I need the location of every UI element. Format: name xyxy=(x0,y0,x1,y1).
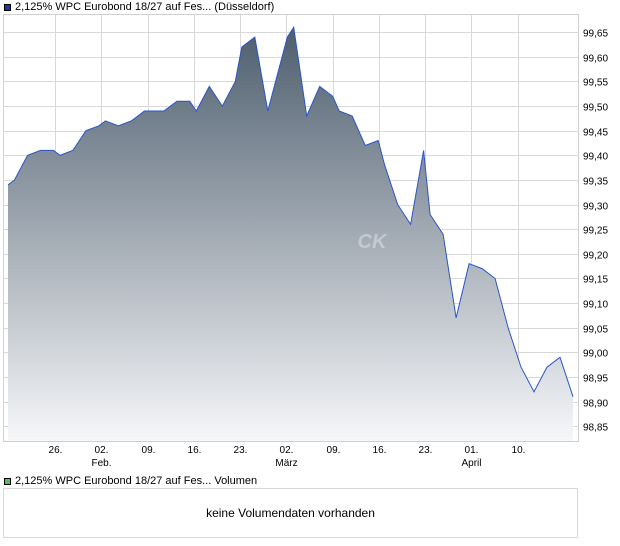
y-tick-label: 98,90 xyxy=(583,399,608,410)
y-tick-label: 99,40 xyxy=(583,152,608,163)
y-tick-label: 99,45 xyxy=(583,128,608,139)
y-tick-label: 98,95 xyxy=(583,374,608,385)
y-tick-label: 99,05 xyxy=(583,325,608,336)
y-tick-label: 99,10 xyxy=(583,300,608,311)
x-tick-label: 23. xyxy=(419,445,433,456)
y-tick-label: 99,35 xyxy=(583,177,608,188)
price-legend-label: 2,125% WPC Eurobond 18/27 auf Fes... (Dü… xyxy=(15,1,275,13)
price-area xyxy=(8,27,573,442)
y-tick-label: 99,60 xyxy=(583,54,608,65)
y-axis: 99,65 99,60 99,55 99,50 99,45 99,40 99,35 99,30… xyxy=(583,29,608,434)
x-tick-label: 23. xyxy=(234,445,248,456)
x-tick-label: 09. xyxy=(327,445,341,456)
x-tick-label: 09. xyxy=(142,445,156,456)
watermark-text: CK xyxy=(358,231,388,253)
x-tick-label: 02. xyxy=(280,445,294,456)
x-month-label: März xyxy=(275,458,297,469)
y-tick-label: 99,50 xyxy=(583,103,608,114)
y-tick-label: 99,25 xyxy=(583,226,608,237)
price-legend: 2,125% WPC Eurobond 18/27 auf Fes... (Dü… xyxy=(4,0,274,14)
price-chart: CK 99,6599,6099,5599,5099,4599,4099,3599… xyxy=(3,14,608,469)
plot-frame xyxy=(3,14,579,442)
price-legend-swatch xyxy=(4,3,11,11)
x-tick-label: 16. xyxy=(188,445,202,456)
volume-legend-swatch xyxy=(4,477,11,485)
y-tick-label: 99,55 xyxy=(583,78,608,89)
x-tick-label: 10. xyxy=(512,445,526,456)
price-line xyxy=(7,25,574,397)
x-tick-label: 16. xyxy=(373,445,387,456)
y-tick-label: 99,00 xyxy=(583,349,608,360)
x-tick-label: 01. xyxy=(465,445,479,456)
y-tick-label: 99,65 xyxy=(583,29,608,40)
volume-panel: keine Volumendaten vorhanden xyxy=(3,488,578,538)
y-tick-label: 99,20 xyxy=(583,251,608,262)
volume-message: keine Volumendaten vorhanden xyxy=(206,506,375,520)
y-tick-label: 98,85 xyxy=(583,423,608,434)
x-month-label: Feb. xyxy=(91,458,111,469)
x-month-label: April xyxy=(461,458,481,469)
y-tick-label: 99,15 xyxy=(583,275,608,286)
volume-legend: 2,125% WPC Eurobond 18/27 auf Fes... Vol… xyxy=(4,474,257,488)
x-axis: 26. 02. Feb. 09. 16. 23. 02. März 09. 16. 23. 01. Ap… xyxy=(49,445,526,469)
y-tick-label: 99,30 xyxy=(583,202,608,213)
x-tick-label: 26. xyxy=(49,445,63,456)
volume-legend-label: 2,125% WPC Eurobond 18/27 auf Fes... Vol… xyxy=(15,475,258,487)
x-tick-label: 02. xyxy=(95,445,109,456)
